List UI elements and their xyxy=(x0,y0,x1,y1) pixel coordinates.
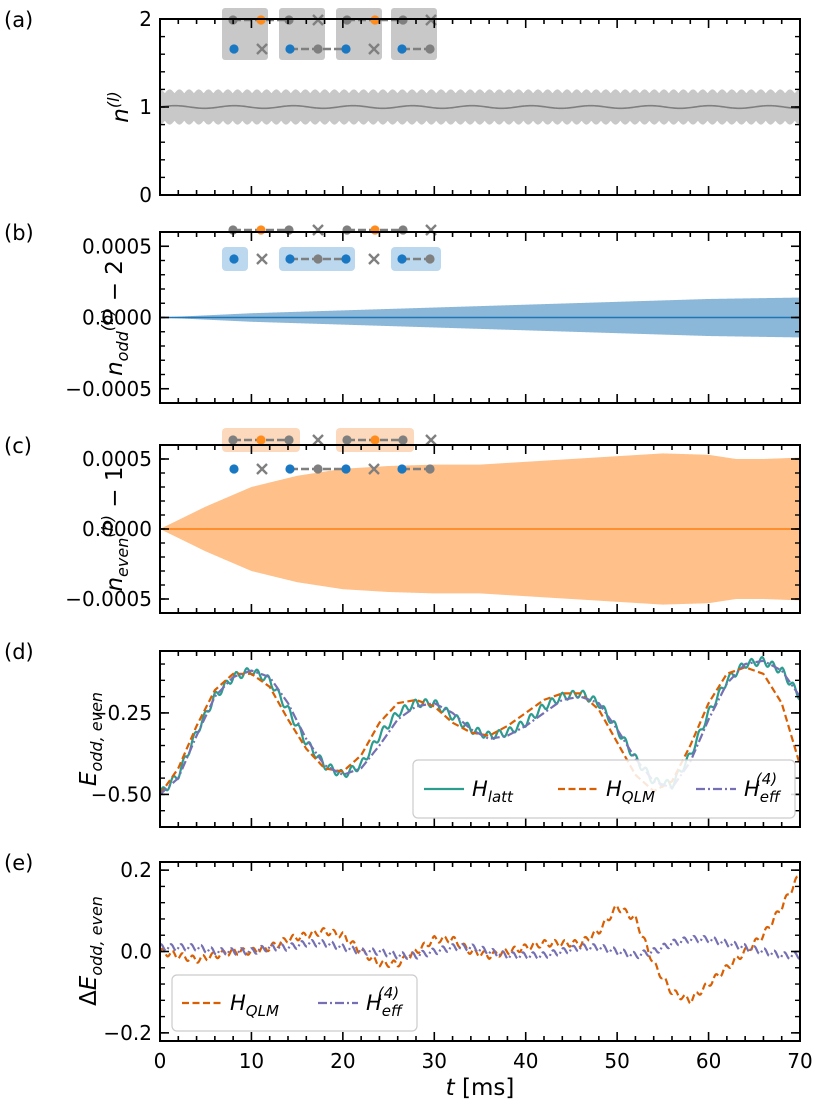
y-tick-label: 0 xyxy=(139,183,152,207)
x-tick-label: 0 xyxy=(154,1049,167,1073)
inset-site xyxy=(398,435,408,445)
y-axis-label: neven(b) − 1 xyxy=(98,466,132,591)
legend-box xyxy=(171,974,418,1032)
inset-site xyxy=(229,44,239,54)
inset-site xyxy=(425,254,435,264)
inset-site xyxy=(313,464,323,474)
y-tick-label: −0.50 xyxy=(91,782,152,806)
x-tick-label: 60 xyxy=(696,1049,721,1073)
y-tick-label: 0.0000 xyxy=(82,517,152,541)
inset-site xyxy=(398,225,408,235)
inset-site xyxy=(256,225,266,235)
panel-label: (a) xyxy=(4,8,33,32)
inset-site xyxy=(285,254,295,264)
inset-site xyxy=(285,44,295,54)
panel-bands xyxy=(160,89,800,125)
inset-site xyxy=(285,464,295,474)
x-tick-label: 10 xyxy=(239,1049,264,1073)
inset-cross xyxy=(312,434,324,446)
axes-layer xyxy=(159,18,801,1042)
y-axis-label: n(l) xyxy=(104,91,134,123)
inset-cross xyxy=(256,43,268,55)
y-axis-label: Eodd, even xyxy=(76,692,106,786)
axes-frame xyxy=(159,650,801,828)
x-tick-label: 30 xyxy=(422,1049,447,1073)
inset-site xyxy=(229,254,239,264)
text-layer: 012(a)−0.00050.00000.0005(b)−0.00050.000… xyxy=(4,7,813,1101)
inset-site xyxy=(397,464,407,474)
band-area xyxy=(160,89,800,125)
y-tick-label: −0.2 xyxy=(103,1021,152,1045)
inset-site xyxy=(229,464,239,474)
y-axis-label: ΔEodd, even xyxy=(76,896,106,1006)
inset-site xyxy=(397,254,407,264)
series-line xyxy=(160,934,800,961)
inset-cross xyxy=(256,463,268,475)
x-axis-label: t [ms] xyxy=(446,1075,515,1101)
inset-cross xyxy=(256,253,268,265)
lines-layer xyxy=(160,104,800,1005)
inset-site xyxy=(341,464,351,474)
panel-label: (c) xyxy=(4,434,32,458)
inset-site xyxy=(313,254,323,264)
inset-site xyxy=(341,254,351,264)
x-tick-label: 50 xyxy=(604,1049,629,1073)
y-tick-label: 0.2 xyxy=(120,858,152,882)
legend-label: Heff(4) xyxy=(366,984,404,1020)
inset-site xyxy=(370,225,380,235)
y-tick-label: 2 xyxy=(139,7,152,31)
lattice-inset xyxy=(222,8,437,60)
panel-lines xyxy=(160,104,800,110)
x-tick-label: 70 xyxy=(787,1049,812,1073)
y-tick-label: 1 xyxy=(139,95,152,119)
series-line xyxy=(160,875,800,1005)
inset-site xyxy=(256,435,266,445)
inset-site xyxy=(284,435,294,445)
y-tick-label: 0.0000 xyxy=(82,306,152,330)
legend-label: Heff(4) xyxy=(744,770,782,806)
inset-site xyxy=(313,44,323,54)
insets-layer xyxy=(222,8,441,475)
inset-cross xyxy=(312,224,324,236)
inset-cross xyxy=(368,43,380,55)
bands-layer xyxy=(160,89,800,605)
inset-site xyxy=(425,44,435,54)
y-axis-label: nodd(b) − 2 xyxy=(98,260,132,376)
panel-label: (e) xyxy=(4,851,33,875)
y-tick-label: −0.0005 xyxy=(65,587,152,611)
inset-cross xyxy=(368,463,380,475)
inset-site xyxy=(342,225,352,235)
inset-site xyxy=(397,44,407,54)
inset-site xyxy=(341,44,351,54)
lattice-inset xyxy=(222,224,441,271)
inset-site xyxy=(425,464,435,474)
series-line xyxy=(160,666,800,796)
inset-cross xyxy=(368,253,380,265)
y-tick-label: 0.0005 xyxy=(82,447,152,471)
legend-box xyxy=(412,759,796,819)
legend-label: Hlatt xyxy=(472,777,514,806)
legend-label: HQLM xyxy=(606,777,655,806)
y-tick-label: 0.0005 xyxy=(82,234,152,258)
y-tick-label: −0.25 xyxy=(91,701,152,725)
panel-lines xyxy=(160,655,800,796)
inset-site xyxy=(228,435,238,445)
y-tick-label: 0.0 xyxy=(120,940,152,964)
y-tick-label: −0.0005 xyxy=(65,377,152,401)
inset-site xyxy=(342,435,352,445)
mean-line xyxy=(160,104,800,110)
panel-label: (d) xyxy=(4,640,34,664)
x-tick-label: 40 xyxy=(513,1049,538,1073)
panel-lines xyxy=(160,875,800,1005)
inset-site xyxy=(284,225,294,235)
inset-site xyxy=(370,435,380,445)
x-tick-label: 20 xyxy=(330,1049,355,1073)
panel-label: (b) xyxy=(4,221,34,245)
inset-cross xyxy=(425,434,437,446)
series-line xyxy=(160,659,800,796)
lattice-inset xyxy=(222,428,437,475)
legend-label: HQLM xyxy=(230,991,279,1020)
